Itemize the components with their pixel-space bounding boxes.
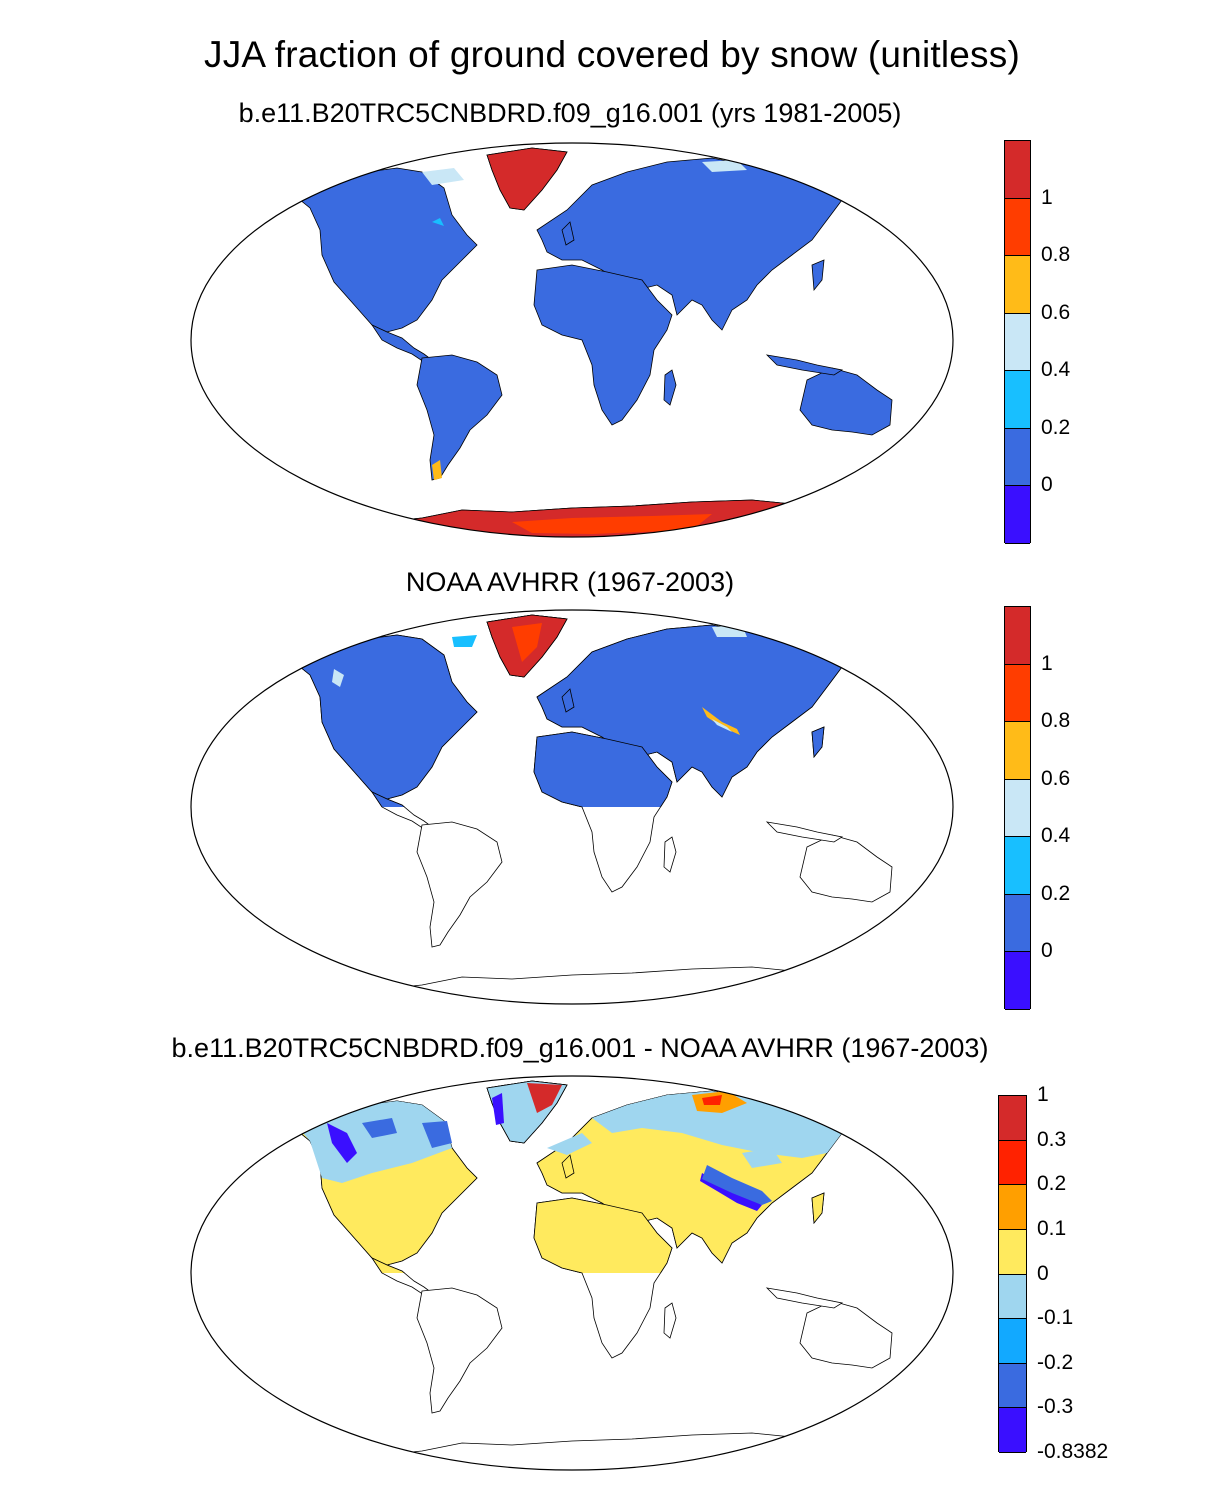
- colorbar-swatch: [1005, 952, 1030, 1010]
- panel-title-diff: b.e11.B20TRC5CNBDRD.f09_g16.001 - NOAA A…: [171, 1033, 989, 1063]
- colorbar-swatch: [1005, 664, 1030, 723]
- map-obs: [286, 614, 893, 1004]
- colorbar-swatch: [999, 1140, 1026, 1186]
- colorbar-label: 1: [1037, 1083, 1049, 1106]
- colorbar-label: -0.1: [1037, 1306, 1074, 1330]
- colorbar-swatch: [1005, 313, 1030, 372]
- colorbar-swatch: [1005, 607, 1030, 665]
- colorbar-label: 0.6: [1041, 766, 1071, 790]
- colorbar-swatch: [999, 1408, 1026, 1453]
- colorbar-swatch: [1005, 256, 1030, 314]
- colorbar-swatch: [999, 1096, 1026, 1141]
- colorbar-label: 0: [1041, 939, 1053, 963]
- colorbar-label: 1: [1041, 185, 1053, 209]
- colorbar-label: 0.4: [1041, 358, 1071, 382]
- colorbar-label: 0: [1041, 473, 1053, 497]
- colorbar-swatch: [999, 1185, 1026, 1230]
- colorbar-swatch: [1005, 894, 1030, 953]
- colorbar-swatch: [1005, 486, 1030, 544]
- panel-title-model: b.e11.B20TRC5CNBDRD.f09_g16.001 (yrs 198…: [238, 98, 902, 128]
- colorbar-label: 0: [1037, 1261, 1049, 1285]
- colorbar-label: 0.8: [1041, 243, 1071, 267]
- colorbar-label: 0.8: [1041, 709, 1071, 733]
- map-model-border: [190, 142, 954, 538]
- colorbar-obs: 1 0.8 0.6 0.4 0.2 0: [1004, 606, 1124, 1010]
- colorbar-swatch: [999, 1363, 1026, 1409]
- colorbar-swatch: [1005, 837, 1030, 895]
- colorbar-label: 0.4: [1041, 824, 1071, 848]
- panel-title-obs: NOAA AVHRR (1967-2003): [405, 567, 735, 597]
- colorbar-swatch: [1005, 141, 1030, 199]
- colorbar-swatch: [999, 1229, 1026, 1275]
- map-model: [286, 147, 893, 537]
- colorbar-label: 0.6: [1041, 300, 1071, 324]
- colorbar-label: 0.1: [1037, 1216, 1067, 1240]
- map-obs-border: [190, 609, 954, 1005]
- colorbar-label: 0.3: [1037, 1127, 1067, 1151]
- colorbar-swatch: [1005, 722, 1030, 780]
- colorbar-swatch: [1005, 198, 1030, 257]
- figure-title: JJA fraction of ground covered by snow (…: [204, 34, 1020, 75]
- colorbar-swatch: [999, 1319, 1026, 1364]
- map-diff: [286, 1080, 893, 1470]
- colorbar-label: 1: [1041, 651, 1053, 675]
- colorbar-swatch: [1005, 371, 1030, 429]
- colorbar-diff: 1 0.3 0.2 0.1 0 -0.1 -0.2 -0.3 -0.8382: [998, 1083, 1124, 1463]
- colorbar-swatch: [1005, 428, 1030, 487]
- colorbar-label: -0.8382: [1037, 1440, 1109, 1463]
- colorbar-label: -0.2: [1037, 1350, 1074, 1374]
- colorbar-label: -0.3: [1037, 1395, 1074, 1419]
- colorbar-label: 0.2: [1041, 881, 1071, 905]
- colorbar-label: 0.2: [1037, 1172, 1067, 1196]
- colorbar-swatch: [1005, 779, 1030, 838]
- colorbar-model: 1 0.8 0.6 0.4 0.2 0: [1004, 140, 1124, 544]
- colorbar-label: 0.2: [1041, 415, 1071, 439]
- map-diff-border: [190, 1075, 954, 1471]
- colorbar-swatch: [999, 1274, 1026, 1320]
